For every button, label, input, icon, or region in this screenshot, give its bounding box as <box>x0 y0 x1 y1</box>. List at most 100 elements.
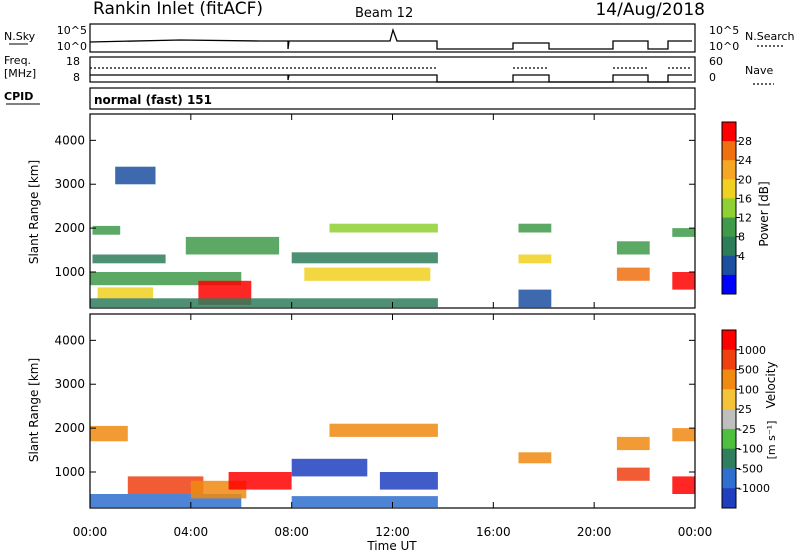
colorbar-segment <box>722 179 736 199</box>
heatmap-band <box>291 458 368 477</box>
y-tick-label: 3000 <box>54 177 85 191</box>
heatmap-band <box>291 496 438 508</box>
colorbar-tick-label: 8 <box>738 231 745 244</box>
heatmap-band <box>379 472 438 490</box>
colorbar-frame <box>721 121 737 295</box>
nave-tick-bottom: 0 <box>709 71 716 84</box>
power-y-axis: 4000 3000 2000 1000 <box>54 133 695 279</box>
colorbar-tick-label: 4 <box>738 250 745 263</box>
colorbar-segment <box>722 122 736 142</box>
colorbar-segment <box>722 488 736 509</box>
heatmap-band <box>672 272 695 290</box>
colorbar-tick-label: 500 <box>738 364 759 377</box>
colorbar-segment <box>722 369 736 390</box>
heatmap-band <box>291 252 438 264</box>
heatmap-band <box>672 428 695 442</box>
freq-label: Freq. <box>4 54 31 67</box>
freq-trace <box>90 74 692 83</box>
nsky-tick-top: 10^5 <box>57 24 87 37</box>
velocity-y-axis-label: Slant Range [km] <box>27 358 41 462</box>
y-tick-label: 2000 <box>54 421 85 435</box>
heatmap-band <box>518 254 552 264</box>
colorbar-tick-label: 24 <box>738 154 752 167</box>
heatmap-band <box>115 166 156 185</box>
colorbar-tick-label: -25 <box>738 423 756 436</box>
freq-unit: [MHz] <box>4 67 36 80</box>
heatmap-band <box>616 241 650 255</box>
colorbar-tick-label: 1000 <box>738 344 766 357</box>
colorbar-segment <box>722 428 736 450</box>
heatmap-band <box>185 236 280 255</box>
heatmap-band <box>92 225 121 235</box>
date-label: 14/Aug/2018 <box>595 0 705 20</box>
y-tick-label: 3000 <box>54 377 85 391</box>
freq-tick-bottom: 8 <box>73 71 80 84</box>
cpid-value: normal (fast) 151 <box>94 93 212 107</box>
colorbar-tick-label: -1000 <box>738 482 770 495</box>
colorbar-segment <box>722 409 736 430</box>
heatmap-band <box>672 228 695 237</box>
nsky-tick-bottom: 10^0 <box>57 40 87 53</box>
y-tick-label: 4000 <box>54 333 85 347</box>
x-tick-label: 20:00 <box>577 525 612 539</box>
colorbar-segment <box>722 349 736 371</box>
x-tick-label: 08:00 <box>274 525 309 539</box>
colorbar-segment <box>722 274 736 295</box>
y-tick-label: 1000 <box>54 265 85 279</box>
velocity-colorbar-unit: [m s⁻¹] <box>765 421 778 460</box>
colorbar-segment <box>722 236 736 257</box>
beam-label: Beam 12 <box>355 6 413 21</box>
nave-label: Nave <box>745 64 773 77</box>
colorbar-tick-label: 16 <box>738 192 752 205</box>
freq-panel-frame <box>89 56 696 83</box>
nsearch-label: N.Search <box>745 30 795 43</box>
time-x-axis: 00:00 04:00 08:00 12:00 16:00 20:00 00:00 <box>73 114 713 539</box>
colorbar-segment <box>722 160 736 180</box>
heatmap-band <box>90 425 128 442</box>
colorbar-tick-label: 25 <box>738 403 752 416</box>
nsky-label: N.Sky <box>4 30 36 43</box>
velocity-colorbar: 1000 500 100 25 -25 -100 -500 -1000 <box>721 329 770 509</box>
colorbar-segment <box>722 255 736 276</box>
heatmap-band <box>672 476 695 494</box>
y-tick-label: 2000 <box>54 221 85 235</box>
velocity-heatmap <box>90 423 695 508</box>
y-tick-label: 1000 <box>54 465 85 479</box>
nsky-trace <box>89 27 692 50</box>
cpid-label: CPID <box>4 90 33 103</box>
heatmap-band <box>228 472 292 490</box>
heatmap-band <box>97 287 154 299</box>
heatmap-band <box>329 223 438 233</box>
heatmap-band <box>127 476 204 494</box>
freq-tick-top: 18 <box>66 55 80 68</box>
x-tick-label: 00:00 <box>678 525 713 539</box>
colorbar-segment <box>722 217 736 238</box>
colorbar-tick-label: 20 <box>738 173 752 186</box>
nsky-panel-frame <box>89 23 696 53</box>
heatmap-band <box>616 267 650 281</box>
heatmap-band <box>616 467 650 481</box>
power-colorbar: 28 24 20 16 12 8 4 <box>721 121 752 295</box>
colorbar-tick-label: -100 <box>738 443 763 456</box>
velocity-y-axis: 4000 3000 2000 1000 <box>54 333 695 479</box>
x-tick-label: 16:00 <box>476 525 511 539</box>
colorbar-segment <box>722 389 736 410</box>
x-tick-label: 04:00 <box>174 525 209 539</box>
power-colorbar-label: Power [dB] <box>757 181 771 246</box>
y-tick-label: 4000 <box>54 133 85 147</box>
heatmap-band <box>518 223 552 233</box>
nave-tick-top: 60 <box>709 55 723 68</box>
heatmap-band <box>304 267 431 281</box>
cpid-panel-frame <box>89 87 696 110</box>
heatmap-band <box>92 254 166 264</box>
colorbar-frame <box>721 329 737 509</box>
colorbar-segment <box>722 468 736 489</box>
colorbar-segment <box>722 330 736 351</box>
x-tick-label: 00:00 <box>73 525 108 539</box>
x-axis-label: Time UT <box>366 539 417 553</box>
nsearch-tick-top: 10^5 <box>709 24 739 37</box>
velocity-colorbar-label: Velocity <box>764 361 778 408</box>
station-title: Rankin Inlet (fitACF) <box>93 0 263 19</box>
colorbar-tick-label: 100 <box>738 383 759 396</box>
